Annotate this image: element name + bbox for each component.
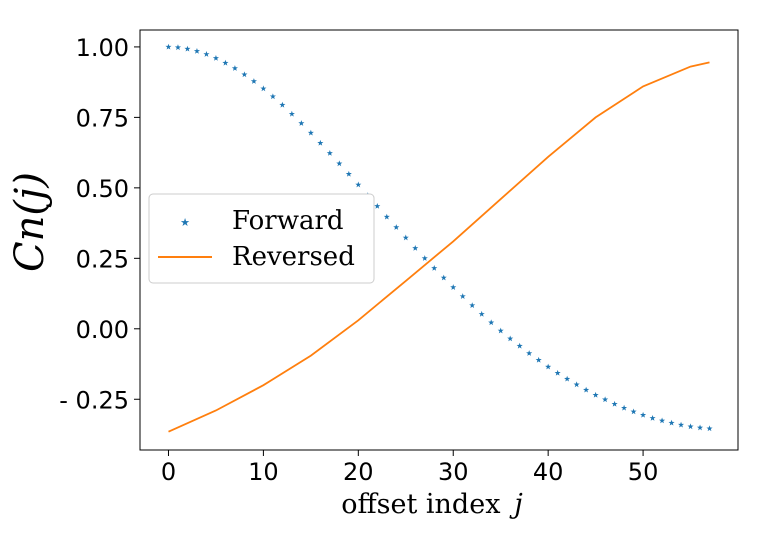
- forward-point: [526, 350, 533, 356]
- forward-point: [355, 181, 362, 188]
- x-axis-title-text: offset index: [341, 489, 500, 520]
- forward-point: [507, 335, 514, 342]
- forward-point: [545, 363, 552, 370]
- forward-point: [668, 419, 675, 426]
- plot-area-frame: [139, 29, 739, 451]
- series-reversed-line: [168, 61, 710, 433]
- forward-point: [402, 234, 409, 241]
- forward-point: [298, 120, 305, 126]
- y-tick-label: - 0.25: [59, 386, 129, 414]
- forward-point: [564, 375, 571, 382]
- y-axis-title: Cn(j): [7, 172, 53, 272]
- forward-point: [516, 342, 523, 349]
- legend-star-icon: ★: [180, 216, 190, 229]
- forward-point: [241, 71, 248, 78]
- x-tick-label: 0: [161, 458, 176, 486]
- forward-point: [696, 424, 704, 431]
- forward-point: [573, 381, 580, 388]
- y-tick-label: 0.25: [76, 245, 129, 273]
- forward-point: [279, 101, 286, 108]
- x-tick-label: 10: [248, 458, 279, 486]
- forward-point: [203, 51, 210, 57]
- forward-point: [260, 85, 267, 92]
- y-tick-label: 0.50: [76, 175, 129, 203]
- forward-point: [174, 44, 182, 51]
- forward-point: [184, 45, 191, 52]
- y-tick-label: 1.00: [76, 34, 129, 62]
- x-tick-label: 20: [343, 458, 374, 486]
- x-tick-label: 30: [438, 458, 469, 486]
- forward-point: [706, 425, 713, 432]
- forward-point: [212, 54, 219, 61]
- forward-point: [554, 369, 561, 376]
- forward-point: [592, 391, 599, 398]
- forward-point: [393, 224, 400, 230]
- forward-point: [659, 417, 666, 424]
- y-tick-label: 0.00: [76, 316, 129, 344]
- forward-point: [431, 264, 438, 271]
- forward-point: [602, 396, 609, 403]
- forward-point: [374, 202, 381, 209]
- forward-point: [583, 386, 590, 393]
- forward-point: [269, 93, 276, 100]
- legend-box: [148, 193, 375, 284]
- forward-point: [678, 421, 685, 428]
- forward-point: [383, 213, 390, 220]
- x-axis-ticks: 0 10 20 30 40 50: [161, 450, 659, 486]
- forward-point: [288, 110, 295, 117]
- forward-point: [649, 414, 656, 421]
- forward-point: [535, 356, 542, 363]
- forward-point: [222, 59, 229, 66]
- forward-point: [345, 170, 352, 177]
- forward-point: [336, 160, 343, 167]
- forward-point: [469, 302, 476, 308]
- forward-point: [317, 139, 324, 146]
- forward-point: [412, 244, 419, 251]
- forward-point: [231, 65, 238, 71]
- forward-point: [611, 400, 618, 407]
- forward-point: [687, 423, 694, 430]
- forward-point: [630, 408, 637, 415]
- y-axis-ticks: 1.00 0.75 0.50 0.25 0.00 - 0.25: [59, 34, 140, 414]
- y-tick-label: 0.75: [76, 104, 129, 132]
- forward-point: [193, 47, 200, 54]
- forward-point: [497, 327, 504, 334]
- forward-point: [640, 411, 647, 418]
- legend: ★ Forward Reversed: [148, 193, 375, 284]
- x-tick-label: 50: [628, 458, 659, 486]
- forward-point: [326, 149, 333, 156]
- forward-point: [621, 404, 628, 411]
- legend-label-reversed: Reversed: [232, 242, 355, 272]
- forward-point: [165, 43, 172, 50]
- x-tick-label: 40: [533, 458, 564, 486]
- legend-label-forward: Forward: [232, 206, 344, 236]
- forward-point: [307, 129, 314, 136]
- forward-point: [478, 310, 485, 317]
- forward-point: [450, 284, 457, 290]
- forward-point: [459, 293, 466, 299]
- forward-point: [250, 78, 257, 84]
- forward-point: [440, 274, 447, 281]
- forward-point: [421, 255, 428, 261]
- forward-point: [488, 319, 495, 326]
- x-axis-title: offset index j: [341, 489, 523, 520]
